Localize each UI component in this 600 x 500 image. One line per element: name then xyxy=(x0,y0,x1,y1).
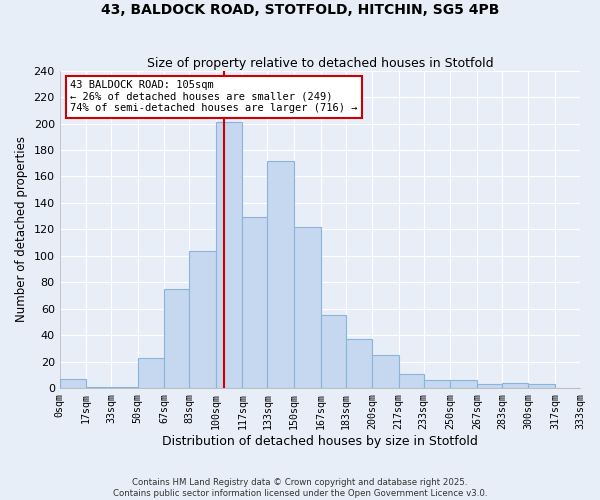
Text: Contains HM Land Registry data © Crown copyright and database right 2025.
Contai: Contains HM Land Registry data © Crown c… xyxy=(113,478,487,498)
Bar xyxy=(372,355,399,388)
Bar xyxy=(424,380,451,388)
Bar xyxy=(111,387,138,388)
Bar xyxy=(138,358,164,388)
Text: 43, BALDOCK ROAD, STOTFOLD, HITCHIN, SG5 4PB: 43, BALDOCK ROAD, STOTFOLD, HITCHIN, SG5… xyxy=(101,2,499,16)
Bar xyxy=(59,379,86,388)
Bar xyxy=(242,218,268,388)
Bar xyxy=(164,289,190,388)
Bar xyxy=(320,316,346,388)
Bar xyxy=(294,226,320,388)
Bar xyxy=(268,160,294,388)
Bar xyxy=(86,387,111,388)
Text: 43 BALDOCK ROAD: 105sqm
← 26% of detached houses are smaller (249)
74% of semi-d: 43 BALDOCK ROAD: 105sqm ← 26% of detache… xyxy=(70,80,358,114)
Bar xyxy=(190,250,216,388)
Title: Size of property relative to detached houses in Stotfold: Size of property relative to detached ho… xyxy=(146,56,493,70)
Y-axis label: Number of detached properties: Number of detached properties xyxy=(15,136,28,322)
X-axis label: Distribution of detached houses by size in Stotfold: Distribution of detached houses by size … xyxy=(162,434,478,448)
Bar xyxy=(451,380,477,388)
Bar xyxy=(399,374,424,388)
Bar xyxy=(216,122,242,388)
Bar xyxy=(477,384,502,388)
Bar xyxy=(529,384,555,388)
Bar xyxy=(502,383,529,388)
Bar xyxy=(346,339,372,388)
